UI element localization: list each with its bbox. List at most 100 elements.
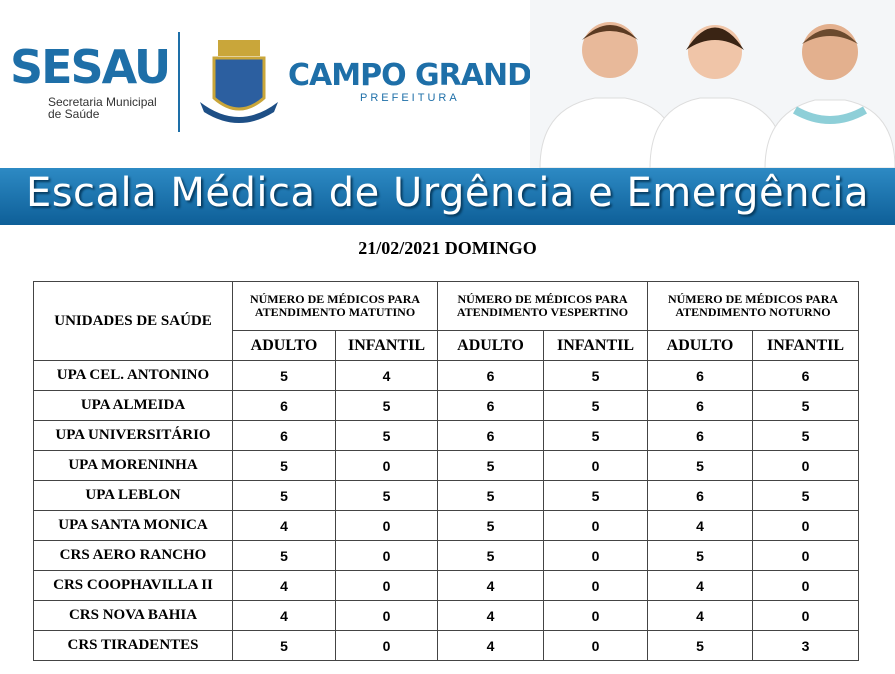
group-header: NÚMERO DE MÉDICOS PARA ATENDIMENTO VESPE… [437,281,648,331]
group-header: NÚMERO DE MÉDICOS PARA ATENDIMENTO MATUT… [232,281,438,331]
doctor-count: 5 [543,480,648,511]
doctor-count: 5 [335,420,438,451]
doctor-count: 0 [335,450,438,481]
doctor-count: 5 [232,630,336,661]
doctor-count: 0 [752,510,859,541]
header-row: UNIDADES DE SAÚDE NÚMERO DE MÉDICOS PARA … [33,281,859,361]
unit-name: CRS COOPHAVILLA II [33,570,233,601]
doctor-count: 5 [232,450,336,481]
banner-title: Escala Médica de Urgência e Emergência [25,170,870,216]
doctor-count: 3 [752,630,859,661]
doctor-count: 5 [752,420,859,451]
doctor-count: 4 [437,570,544,601]
data-row: UPA MORENINHA 5 0 5 0 5 0 [33,450,859,481]
data-row: UPA UNIVERSITÁRIO 6 5 6 5 6 5 [33,420,859,451]
logo: SESAU [10,40,171,94]
doctor-count: 5 [232,540,336,571]
city-name: CAMPO GRANDE [288,58,551,93]
doctor-count: 5 [437,540,544,571]
subheader: INFANTIL [752,330,859,361]
logo-subtitle-line: de Saúde [48,107,100,121]
logo-subtitle: Secretaria Municipal de Saúde [48,96,157,120]
unit-name: UPA CEL. ANTONINO [33,360,233,391]
unit-name: CRS AERO RANCHO [33,540,233,571]
doctor-count: 5 [232,360,336,391]
doctor-count: 4 [437,630,544,661]
doctor-count: 0 [543,540,648,571]
data-row: UPA SANTA MONICA 4 0 5 0 4 0 [33,510,859,541]
doctor-count: 4 [647,570,753,601]
doctor-count: 0 [335,540,438,571]
data-row: UPA CEL. ANTONINO 5 4 6 5 6 6 [33,360,859,391]
doctor-count: 5 [752,480,859,511]
unit-name: CRS NOVA BAHIA [33,600,233,631]
doctor-count: 6 [647,420,753,451]
doctor-count: 5 [232,480,336,511]
city-subtitle: PREFEITURA [360,92,460,104]
doctors-photo [530,0,895,168]
subheader: ADULTO [232,330,336,361]
subheader: INFANTIL [335,330,438,361]
doctor-count: 0 [752,540,859,571]
data-row: CRS NOVA BAHIA 4 0 4 0 4 0 [33,600,859,631]
divider [178,32,180,132]
logo-subtitle-line: Secretaria Municipal [48,95,157,109]
doctor-count: 4 [232,570,336,601]
doctor-count: 5 [543,390,648,421]
doctor-count: 4 [647,510,753,541]
doctor-count: 0 [543,570,648,601]
data-row: CRS TIRADENTES 5 0 4 0 5 3 [33,630,859,661]
banner [0,168,895,225]
unit-name: UPA SANTA MONICA [33,510,233,541]
schedule-table: UNIDADES DE SAÚDE NÚMERO DE MÉDICOS PARA … [33,281,859,661]
doctor-count: 0 [752,450,859,481]
doctor-count: 4 [232,510,336,541]
doctor-count: 6 [232,420,336,451]
data-row: UPA LEBLON 5 5 5 5 6 5 [33,480,859,511]
doctor-count: 5 [335,390,438,421]
unit-name: UPA UNIVERSITÁRIO [33,420,233,451]
doctor-count: 6 [647,390,753,421]
doctor-count: 6 [647,480,753,511]
doctor-count: 6 [437,390,544,421]
unit-name: UPA MORENINHA [33,450,233,481]
unit-name: CRS TIRADENTES [33,630,233,661]
unit-name: UPA LEBLON [33,480,233,511]
doctor-count: 4 [232,600,336,631]
doctor-count: 0 [543,600,648,631]
doctor-count: 4 [647,600,753,631]
doctor-count: 0 [752,600,859,631]
subheader-row: ADULTO INFANTIL ADULTO INFANTIL ADULTO INFANT… [34,330,859,361]
doctor-count: 5 [543,420,648,451]
doctor-count: 5 [647,540,753,571]
data-row: UPA ALMEIDA 6 5 6 5 6 5 [33,390,859,421]
doctor-count: 0 [543,630,648,661]
doctor-count: 0 [335,630,438,661]
doctor-count: 0 [335,570,438,601]
doctor-count: 5 [437,510,544,541]
doctor-count: 6 [437,360,544,391]
doctor-count: 6 [437,420,544,451]
doctor-count: 4 [335,360,438,391]
doctor-count: 6 [752,360,859,391]
subheader: ADULTO [437,330,544,361]
doctor-count: 6 [647,360,753,391]
unit-header: UNIDADES DE SAÚDE [33,281,233,361]
date: 21/02/2021 DOMINGO [358,238,537,258]
unit-name: UPA ALMEIDA [33,390,233,421]
doctor-count: 5 [437,450,544,481]
emblem [200,40,278,123]
doctor-count: 0 [752,570,859,601]
doctor-count: 5 [647,450,753,481]
doctor-count: 5 [543,360,648,391]
doctor-count: 4 [437,600,544,631]
doctor-count: 0 [543,450,648,481]
data-row: CRS COOPHAVILLA II 4 0 4 0 4 0 [33,570,859,601]
doctor-count: 6 [232,390,336,421]
group-header: NÚMERO DE MÉDICOS PARA ATENDIMENTO NOTUR… [647,281,859,331]
subheader: ADULTO [647,330,753,361]
doctor-count: 0 [335,510,438,541]
doctor-count: 5 [752,390,859,421]
doctor-count: 5 [335,480,438,511]
